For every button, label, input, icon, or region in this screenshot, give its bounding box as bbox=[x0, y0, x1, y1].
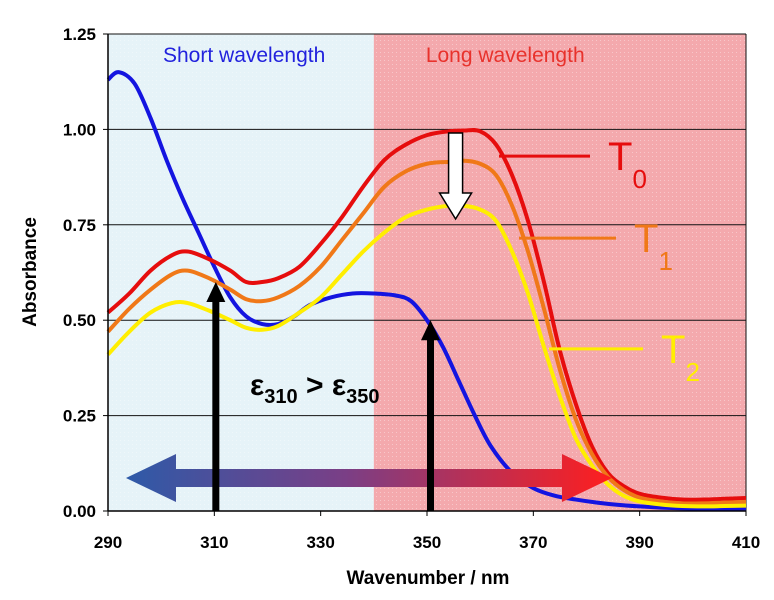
epsilon-350-subscript: 350 bbox=[346, 386, 379, 408]
x-tick-label-4: 370 bbox=[519, 533, 547, 552]
up-arrow-shaft-1 bbox=[427, 336, 434, 511]
y-tick-label-0: 0.00 bbox=[63, 502, 96, 521]
legend-label-1: T1 bbox=[634, 217, 673, 276]
y-axis-title: Absorbance bbox=[20, 217, 41, 327]
wavelength-arrow bbox=[126, 454, 612, 502]
legend-label-0: T0 bbox=[608, 135, 647, 194]
wavelength-regions: Short wavelength Long wavelength bbox=[108, 34, 746, 511]
x-axis-title: Wavenumber / nm bbox=[347, 568, 510, 589]
epsilon-350-symbol: ε bbox=[332, 369, 346, 402]
series-line-1 bbox=[106, 128, 747, 502]
up-arrow-shaft-0 bbox=[212, 298, 220, 511]
x-tick-label-1: 310 bbox=[200, 533, 228, 552]
y-tick-label-3: 0.75 bbox=[63, 216, 96, 235]
up-arrow-head-1 bbox=[421, 320, 440, 341]
region-texture-0 bbox=[108, 34, 374, 511]
x-tick-label-5: 390 bbox=[625, 533, 653, 552]
legend-label-2: T2 bbox=[661, 328, 700, 387]
down-arrow bbox=[438, 132, 473, 221]
x-tick-label-0: 290 bbox=[94, 533, 122, 552]
axes: 0.00 0.25 0.50 0.75 1.00 1.25 290 310 330 350 370 3… bbox=[63, 25, 760, 552]
epsilon-operator: > bbox=[298, 369, 332, 402]
x-tick-label-3: 350 bbox=[413, 533, 441, 552]
epsilon-annotation: ε310 > ε350 bbox=[250, 369, 379, 408]
y-tick-label-5: 1.25 bbox=[63, 25, 96, 44]
epsilon-310-symbol: ε bbox=[250, 369, 264, 402]
y-tick-label-2: 0.50 bbox=[63, 311, 96, 330]
x-tick-label-6: 410 bbox=[732, 533, 760, 552]
annotations: T0 T1 T2 bbox=[126, 132, 700, 511]
up-arrow-head-0 bbox=[206, 282, 226, 303]
epsilon-310-subscript: 310 bbox=[264, 386, 297, 408]
y-tick-label-1: 0.25 bbox=[63, 407, 96, 426]
region-texture-1 bbox=[373, 34, 746, 511]
y-tick-label-4: 1.00 bbox=[63, 120, 96, 139]
region-label-0: Short wavelength bbox=[163, 44, 325, 67]
series-line-0 bbox=[106, 70, 747, 511]
region-label-1: Long wavelength bbox=[426, 44, 585, 67]
x-tick-label-2: 330 bbox=[306, 533, 334, 552]
